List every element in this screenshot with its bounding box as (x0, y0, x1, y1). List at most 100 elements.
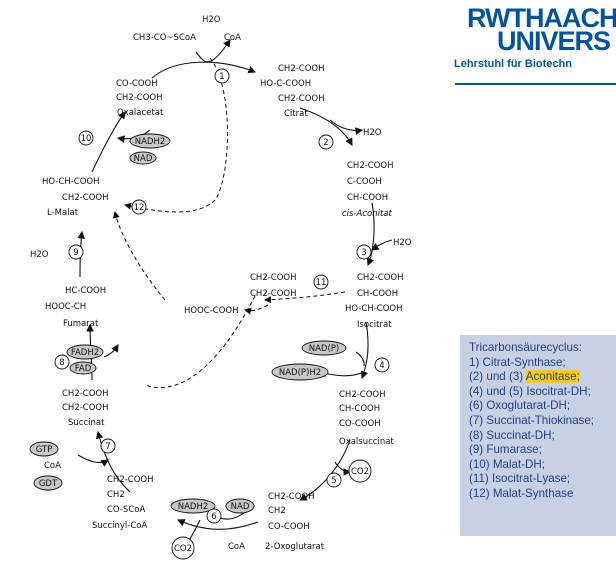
svg-text:HO-CH-COOH: HO-CH-COOH (345, 304, 403, 314)
fumarat: HC-COOH HOOC-CH Fumarat (45, 286, 106, 329)
nad-label-10: NAD (134, 154, 153, 164)
co2-label-6: CO2 (174, 544, 192, 554)
arrow-step-10 (91, 111, 126, 173)
svg-text:CO-COOH: CO-COOH (339, 419, 381, 429)
step-1: 1 (219, 72, 224, 82)
h2o-release-arrow (329, 119, 364, 135)
svg-text:CH2-COOH: CH2-COOH (278, 64, 325, 74)
acetyl-coa-formula: CH3-CO~SCoA (133, 33, 196, 43)
oxalsuccinat: CH2-COOH CH-COOH CO-COOH Oxalsuccinat (339, 390, 394, 447)
legend-item: (10) Malat-DH; (469, 457, 546, 471)
svg-text:CH2-COOH: CH2-COOH (62, 403, 109, 413)
glyoxylate-shunt (112, 57, 346, 388)
legend-item: (11) Isocitrat-Lyase; (469, 472, 571, 486)
h2o-label-3: H2O (393, 238, 412, 248)
nadh2-label-10: NADH2 (135, 137, 166, 147)
citrat: CH2-COOH HO-C-COOH CH2-COOH Citrat (260, 64, 325, 119)
coa-label-6: CoA (228, 542, 245, 552)
step-2: 2 (323, 138, 328, 148)
svg-text:C-COOH: C-COOH (347, 177, 382, 187)
svg-text:CO-SCoA: CO-SCoA (107, 505, 145, 515)
coa-label-7: CoA (44, 461, 61, 471)
nad-label-6: NAD (231, 502, 250, 512)
legend-title: Tricarbonsäurecyclus: (469, 341, 582, 354)
svg-text:CH-COOH: CH-COOH (347, 193, 388, 203)
compounds: CH3-CO~SCoA CO-COOH CH2-COOH Oxalacetat … (42, 33, 404, 552)
fad-label: FAD (75, 364, 92, 374)
legend-item: (4) und (5) Isocitrat-DH; (469, 384, 591, 398)
svg-text:CH2-COOH: CH2-COOH (250, 273, 297, 283)
coa-label-1: CoA (224, 33, 241, 43)
step-12: 12 (134, 203, 145, 213)
2-oxoglutarat: CH2-COOH CH2 CO-COOH 2-Oxoglutarat (265, 492, 325, 552)
step-11: 11 (316, 278, 327, 288)
glyoxylat-to-malat (112, 211, 166, 301)
cis-aconitat: CH2-COOH C-COOH CH-COOH cis-Aconitat (342, 161, 394, 219)
step-5: 5 (331, 476, 336, 486)
arrow-to-glyoxylat (244, 304, 269, 315)
svg-text:CO-COOH: CO-COOH (116, 79, 158, 89)
fadh2-label: FADH2 (71, 348, 99, 358)
h2o-label-1: H2O (202, 15, 221, 25)
svg-text:Citrat: Citrat (284, 109, 308, 119)
arrow-step-7 (95, 430, 131, 493)
svg-text:Fumarat: Fumarat (63, 319, 99, 329)
svg-text:Succinat: Succinat (68, 418, 105, 428)
glyoxylat-formula: HOOC-COOH (184, 306, 238, 316)
coa-release-arrow (195, 39, 231, 63)
svg-text:L-Malat: L-Malat (47, 208, 79, 218)
cofactor-ovals: NADH2 NAD NAD(P) NAD(P)H2 NADH2 NAD FADH… (29, 133, 347, 514)
legend-item: 1) Citrat-Synthase; (469, 355, 566, 369)
step-10: 10 (81, 134, 92, 144)
svg-text:CO-COOH: CO-COOH (268, 522, 310, 532)
svg-text:CH2-COOH: CH2-COOH (116, 93, 163, 103)
step-numbers: 1 2 3 4 5 6 7 8 9 10 11 12 (54, 68, 390, 524)
succinat: CH2-COOH CH2-COOH Succinat (62, 389, 109, 428)
arrow-step-11 (264, 291, 346, 304)
svg-text:CH2-COOH: CH2-COOH (62, 389, 109, 399)
legend-item: (7) Succinat-Thiokinase; (469, 413, 595, 427)
rwth-logo: RWTHAACH UNIVERS Lehrstuhl für Biotechn (454, 3, 616, 85)
svg-text:CH2-COOH: CH2-COOH (339, 390, 386, 400)
svg-text:CH2-COOH: CH2-COOH (357, 273, 404, 283)
l-malat: HO-CH-COOH CH2-COOH L-Malat (42, 177, 109, 218)
legend-item-prefix: (2) und (3) (469, 370, 526, 384)
svg-text:CH2-COOH: CH2-COOH (250, 289, 297, 299)
enzyme-legend: Tricarbonsäurecyclus: 1) Citrat-Synthase… (460, 335, 616, 536)
gtp-arrow (77, 454, 109, 467)
co2-label-5: CO2 (351, 467, 369, 477)
arrow-step-1 (151, 61, 257, 79)
svg-text:HO-C-COOH: HO-C-COOH (260, 79, 311, 89)
svg-text:HOOC-CH: HOOC-CH (45, 302, 86, 312)
svg-text:CH2-COOH: CH2-COOH (268, 492, 315, 502)
svg-text:HO-CH-COOH: HO-CH-COOH (42, 177, 100, 187)
svg-text:CH2-COOH: CH2-COOH (107, 475, 154, 485)
co2-circles: CO2 CO2 (171, 459, 372, 560)
legend-item: (6) Oxoglutarat-DH; (469, 399, 571, 413)
legend-item: (8) Succinat-DH; (469, 428, 555, 442)
h2o-label-9: H2O (30, 250, 49, 260)
step-6: 6 (211, 512, 216, 522)
svg-text:Isocitrat: Isocitrat (357, 320, 392, 330)
gtp-label: GTP (36, 445, 53, 455)
legend-item: (12) Malat-Synthase (469, 486, 574, 500)
svg-text:CH2: CH2 (268, 506, 286, 516)
arrow-step-3 (366, 202, 375, 267)
co2-release-arrow (334, 461, 352, 476)
cofactor-labels: H2O CoA H2O H2O CoA CoA H2O (30, 15, 412, 552)
svg-text:CH2-COOH: CH2-COOH (62, 193, 109, 203)
fadh2-arrow (103, 344, 119, 358)
step-7: 7 (105, 442, 110, 452)
h2o-uptake-arrow (371, 239, 393, 251)
shunt-to-succinat (144, 295, 256, 388)
step-9: 9 (73, 248, 78, 258)
step-8: 8 (59, 358, 64, 368)
isocitrat: CH2-COOH CH-COOH HO-CH-COOH Isocitrat (345, 273, 404, 330)
svg-text:CH-COOH: CH-COOH (339, 404, 380, 414)
nadp-label: NAD(P) (309, 344, 339, 354)
arrow-step-2 (299, 107, 353, 146)
svg-text:Oxalacetat: Oxalacetat (117, 108, 164, 118)
svg-text:2-Oxoglutarat: 2-Oxoglutarat (265, 542, 325, 552)
nadh2-label-6: NADH2 (178, 502, 209, 512)
